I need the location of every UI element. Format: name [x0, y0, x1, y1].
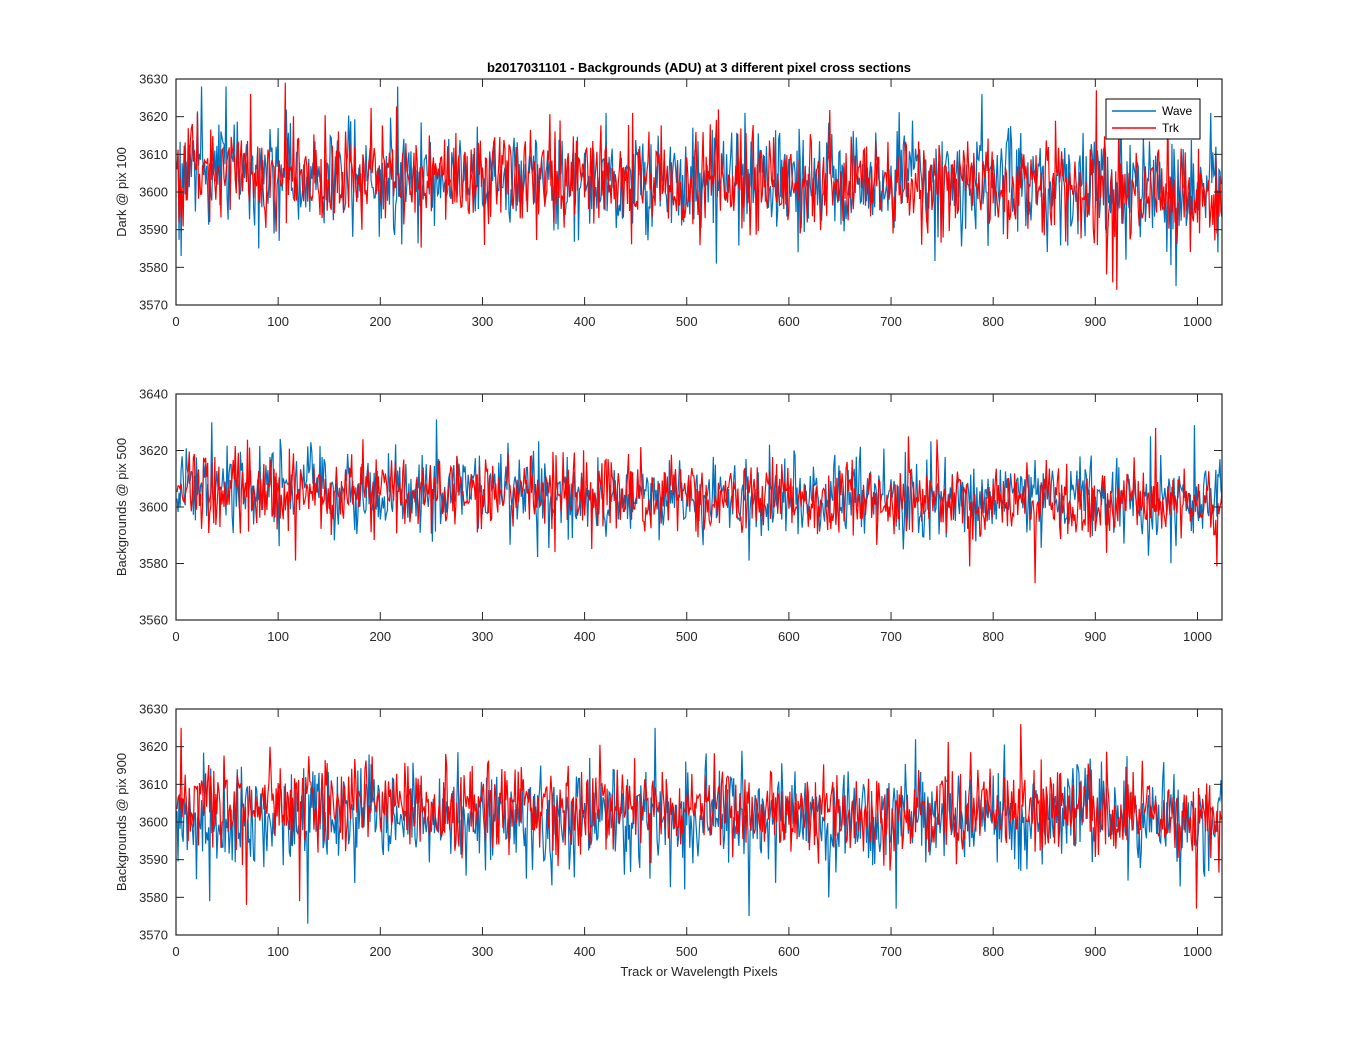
- x-tick-label: 700: [880, 944, 902, 959]
- figure-title: b2017031101 - Backgrounds (ADU) at 3 dif…: [487, 60, 911, 75]
- y-tick-label: 3610: [139, 147, 168, 162]
- x-tick-label: 600: [778, 944, 800, 959]
- panel-backgrounds-pix-500: 0 100 200 300 400 500 600 700 800 900 1000 3560 3580…: [114, 387, 1223, 644]
- y-tick-label: 3600: [139, 500, 168, 515]
- y-tick-label: 3620: [139, 739, 168, 754]
- legend-box: [1105, 98, 1201, 140]
- x-tick-label: 600: [778, 629, 800, 644]
- x-tick-label: 400: [574, 629, 596, 644]
- y-tick-label: 3620: [139, 443, 168, 458]
- x-tick-label: 700: [880, 629, 902, 644]
- series-line-wave: [176, 86, 1222, 287]
- y-axis-label: Backgrounds @ pix 900: [114, 753, 129, 891]
- y-tick-label: 3600: [139, 815, 168, 830]
- x-tick-label: 800: [982, 944, 1004, 959]
- panel-dark-pix-100: 0 100 200 300 400 500 600 700 800 900 1000 3570 3580…: [114, 72, 1223, 329]
- x-tick-label: 800: [982, 314, 1004, 329]
- y-axis-label: Dark @ pix 100: [114, 147, 129, 237]
- y-tick-label: 3580: [139, 556, 168, 571]
- x-tick-label: 300: [472, 629, 494, 644]
- legend: Wave Trk: [1105, 98, 1201, 140]
- x-tick-label: 0: [172, 944, 179, 959]
- x-tick-label: 900: [1084, 629, 1106, 644]
- legend-label-trk: Trk: [1162, 121, 1180, 135]
- x-tick-label: 900: [1084, 944, 1106, 959]
- x-tick-label: 500: [676, 629, 698, 644]
- x-tick-label: 500: [676, 314, 698, 329]
- y-tick-label: 3600: [139, 185, 168, 200]
- y-tick-label: 3640: [139, 387, 168, 402]
- y-tick-label: 3560: [139, 613, 168, 628]
- x-tick-label: 1000: [1183, 629, 1212, 644]
- y-tick-label: 3590: [139, 852, 168, 867]
- x-tick-label: 300: [472, 944, 494, 959]
- series-line-trk: [176, 724, 1222, 909]
- x-tick-label: 200: [369, 629, 391, 644]
- x-tick-label: 500: [676, 944, 698, 959]
- x-tick-label: 400: [574, 944, 596, 959]
- y-tick-label: 3630: [139, 702, 168, 717]
- series-line-trk: [176, 427, 1222, 584]
- x-tick-label: 100: [267, 629, 289, 644]
- x-tick-label: 100: [267, 944, 289, 959]
- panel-backgrounds-pix-900: 0 100 200 300 400 500 600 700 800 900 1000 3570 3580…: [114, 702, 1223, 959]
- series-line-trk: [176, 82, 1222, 290]
- x-tick-label: 0: [172, 314, 179, 329]
- x-tick-label: 200: [369, 944, 391, 959]
- x-tick-label: 1000: [1183, 314, 1212, 329]
- y-tick-label: 3610: [139, 777, 168, 792]
- y-tick-label: 3570: [139, 928, 168, 943]
- y-axis-label: Backgrounds @ pix 500: [114, 438, 129, 576]
- y-tick-label: 3580: [139, 260, 168, 275]
- y-tick-label: 3590: [139, 222, 168, 237]
- x-axis-label: Track or Wavelength Pixels: [620, 964, 778, 979]
- x-tick-label: 600: [778, 314, 800, 329]
- legend-label-wave: Wave: [1162, 104, 1193, 118]
- x-tick-label: 800: [982, 629, 1004, 644]
- y-tick-label: 3620: [139, 109, 168, 124]
- x-tick-label: 700: [880, 314, 902, 329]
- y-tick-label: 3570: [139, 298, 168, 313]
- x-tick-label: 900: [1084, 314, 1106, 329]
- y-tick-label: 3580: [139, 890, 168, 905]
- x-tick-label: 400: [574, 314, 596, 329]
- x-tick-label: 200: [369, 314, 391, 329]
- x-tick-label: 1000: [1183, 944, 1212, 959]
- x-tick-label: 0: [172, 629, 179, 644]
- x-tick-label: 300: [472, 314, 494, 329]
- y-tick-label: 3630: [139, 72, 168, 87]
- x-tick-label: 100: [267, 314, 289, 329]
